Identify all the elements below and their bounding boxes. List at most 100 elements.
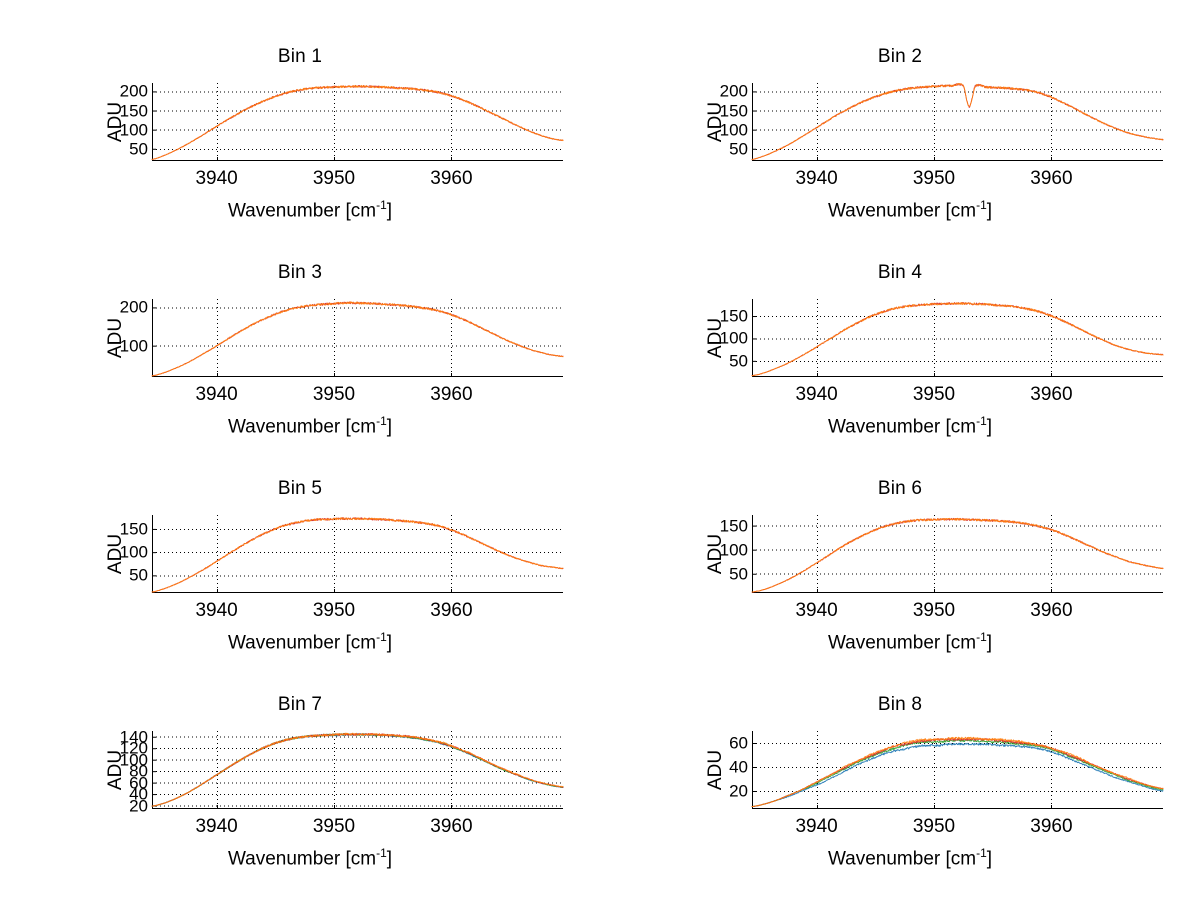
x-axis-label: Wavenumber [cm-1] xyxy=(660,630,1160,654)
x-tick-label: 3960 xyxy=(430,600,473,621)
horizontal-gridlines xyxy=(752,525,1163,575)
x-axis-label-suffix: ] xyxy=(386,200,393,222)
vertical-gridlines xyxy=(217,515,452,593)
data-series-spectrum-orange xyxy=(151,517,564,593)
x-tick-marks xyxy=(217,589,452,593)
axes-area xyxy=(751,515,1164,593)
axes-area xyxy=(151,83,564,161)
y-tick-label: 80 xyxy=(129,761,148,781)
axes-area xyxy=(151,299,564,377)
y-axis-spine xyxy=(752,299,753,377)
y-tick-label: 100 xyxy=(719,328,748,348)
y-tick-label: 50 xyxy=(729,564,748,584)
x-axis-label-suffix: ] xyxy=(386,632,393,654)
y-axis-spine xyxy=(152,299,153,377)
x-tick-label: 3950 xyxy=(312,600,356,621)
x-axis-spine xyxy=(752,808,1163,809)
y-tick-label: 120 xyxy=(119,738,148,758)
data-series-spectrum-red xyxy=(151,301,564,377)
x-tick-label: 3960 xyxy=(430,168,473,189)
y-tick-marks xyxy=(752,525,756,575)
y-tick-label: 100 xyxy=(119,750,148,770)
data-series-spectrum-orange xyxy=(751,517,1164,593)
vertical-gridlines xyxy=(817,83,1052,161)
y-tick-labels: 50 100 150 xyxy=(696,299,748,377)
data-series-spectrum-red xyxy=(151,732,564,807)
y-tick-label: 100 xyxy=(719,120,748,140)
x-tick-marks xyxy=(817,589,1052,593)
x-axis-label: Wavenumber [cm-1] xyxy=(660,846,1160,870)
x-axis-label-exponent: -1 xyxy=(376,198,387,212)
x-axis-label: Wavenumber [cm-1] xyxy=(60,846,560,870)
y-axis-spine xyxy=(152,731,153,809)
x-tick-label: 3960 xyxy=(1030,816,1073,837)
x-axis-label: Wavenumber [cm-1] xyxy=(60,630,560,654)
y-tick-label: 150 xyxy=(719,306,748,326)
x-axis-label-exponent: -1 xyxy=(376,630,387,644)
x-tick-label: 3960 xyxy=(1030,600,1073,621)
subplot-panel: Bin 5 ADU 50 100 150 3940 3950 3960 Wavenumber [… xyxy=(0,470,600,670)
axes-area xyxy=(151,515,564,593)
x-axis-label-prefix: Wavenumber [cm xyxy=(827,200,977,222)
data-series-spectrum-red xyxy=(751,83,1164,161)
y-tick-marks xyxy=(152,91,156,150)
subplot-panel: Bin 8 ADU 20 40 60 3940 3950 3960 Wavenumber [cm… xyxy=(600,686,1200,886)
horizontal-gridlines xyxy=(152,307,563,347)
data-series-spectrum-orange xyxy=(151,732,564,807)
x-tick-label: 3940 xyxy=(195,600,238,621)
x-tick-label: 3940 xyxy=(795,384,838,405)
horizontal-gridlines xyxy=(152,528,563,577)
x-axis-label-exponent: -1 xyxy=(376,414,387,428)
subplot-panel: Bin 2 ADU 50 100 150 200 3940 3950 3960 Wavenumbe… xyxy=(600,38,1200,238)
data-series-spectrum-green xyxy=(751,739,1164,808)
x-axis-label-prefix: Wavenumber [cm xyxy=(227,200,377,222)
x-axis-label-suffix: ] xyxy=(386,416,393,438)
panel-title: Bin 3 xyxy=(277,262,323,283)
y-tick-labels: 50 100 150 200 xyxy=(696,83,748,161)
y-tick-labels: 20 40 60 80 100 120 140 xyxy=(96,728,148,814)
x-tick-label: 3950 xyxy=(312,384,356,405)
x-axis-label-exponent: -1 xyxy=(976,198,987,212)
vertical-gridlines xyxy=(217,299,452,377)
y-axis-spine xyxy=(752,515,753,593)
data-series-spectrum-blue xyxy=(751,742,1164,808)
vertical-gridlines xyxy=(817,731,1052,809)
y-tick-labels: 100 200 xyxy=(96,299,148,377)
x-tick-marks xyxy=(817,805,1052,809)
panel-title: Bin 7 xyxy=(277,694,323,715)
y-tick-label: 20 xyxy=(729,781,748,801)
subplot-panel: Bin 4 ADU 50 100 150 3940 3950 3960 Wavenumber [… xyxy=(600,254,1200,454)
x-tick-label: 3950 xyxy=(912,168,956,189)
y-tick-label: 150 xyxy=(119,101,148,121)
horizontal-gridlines xyxy=(152,736,563,807)
x-tick-label: 3940 xyxy=(195,816,238,837)
x-axis-spine xyxy=(152,376,563,377)
x-tick-label: 3950 xyxy=(912,816,956,837)
horizontal-gridlines xyxy=(752,91,1163,150)
x-axis-spine xyxy=(752,376,1163,377)
axes-area xyxy=(151,731,564,809)
y-axis-spine xyxy=(752,731,753,809)
y-tick-labels: 50 100 150 xyxy=(96,515,148,593)
y-tick-marks xyxy=(152,528,156,577)
y-axis-spine xyxy=(752,83,753,161)
x-axis-label-exponent: -1 xyxy=(976,630,987,644)
x-axis-label: Wavenumber [cm-1] xyxy=(60,198,560,222)
x-axis-label-prefix: Wavenumber [cm xyxy=(827,632,977,654)
vertical-gridlines xyxy=(817,515,1052,593)
x-tick-label: 3960 xyxy=(1030,168,1073,189)
y-tick-label: 100 xyxy=(119,120,148,140)
x-axis-label-prefix: Wavenumber [cm xyxy=(227,632,377,654)
x-axis-label: Wavenumber [cm-1] xyxy=(660,198,1160,222)
x-axis-label-exponent: -1 xyxy=(976,414,987,428)
x-axis-label: Wavenumber [cm-1] xyxy=(660,414,1160,438)
x-tick-label: 3940 xyxy=(795,168,838,189)
y-tick-label: 200 xyxy=(719,81,748,101)
horizontal-gridlines xyxy=(152,91,563,150)
y-axis-spine xyxy=(152,515,153,593)
y-tick-label: 50 xyxy=(729,351,748,371)
data-series-spectrum-orange xyxy=(151,301,564,377)
y-tick-marks xyxy=(152,736,156,807)
data-series-spectrum-red xyxy=(151,84,564,160)
